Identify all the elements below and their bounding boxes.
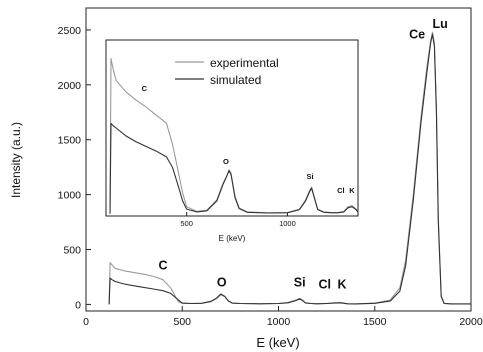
inset-peak-label: Cl [337,186,345,195]
inset-series-group [109,57,359,214]
main-peak-labels: C O Si Cl K Ce Lu [158,17,447,292]
main-x-tick-label: 0 [83,316,89,328]
main-peak-label: C [158,258,167,272]
inset-x-tick-label: 1000 [279,219,296,228]
inset-plot-frame [105,39,359,217]
inset-peak-label: C [142,84,148,93]
main-series-line-1 [108,33,471,305]
main-x-axis-label: E (keV) [256,335,299,350]
main-peak-label: Si [294,275,306,289]
main-peak-label: Cl [318,277,331,291]
legend-label-simulated: simulated [210,73,261,87]
inset-legend: experimental simulated [175,56,279,87]
main-plot: 0 500 1000 1500 2000 0 500 1000 1500 2000 2500 C O S… [9,7,483,350]
main-x-tick-label: 2000 [459,316,483,328]
main-y-axis-label: Intensity (a.u.) [9,122,23,198]
main-peak-label: O [217,275,227,289]
inset-peak-label: K [349,186,355,195]
legend-label-experimental: experimental [210,56,279,70]
main-peak-label: K [338,277,347,291]
inset-x-tick-label: 500 [180,219,193,228]
main-peak-label: Ce [409,28,425,42]
inset-series-line-1 [109,122,359,214]
inset-x-axis-label: E (keV) [219,234,246,243]
inset-peak-label: O [223,157,229,166]
main-y-tick-label: 1000 [58,190,82,202]
main-y-tick-label: 0 [75,299,81,311]
inset-peak-label: Si [306,172,313,181]
main-x-tick-label: 500 [173,316,191,328]
main-series-group [108,31,471,305]
main-axes: 0 500 1000 1500 2000 0 500 1000 1500 2000 2500 [58,25,483,328]
main-y-tick-label: 2000 [58,80,82,92]
main-x-tick-label: 1000 [267,316,291,328]
main-x-tick-label: 1500 [363,316,387,328]
main-y-tick-label: 2500 [58,25,82,37]
inset-peak-labels: C O Si Cl K [142,84,356,195]
main-y-tick-label: 500 [63,245,81,257]
main-y-tick-label: 1500 [58,135,82,147]
inset-plot: 500 1000 C O Si Cl K experimental simulated E… [105,39,359,243]
main-peak-label: Lu [433,17,448,31]
